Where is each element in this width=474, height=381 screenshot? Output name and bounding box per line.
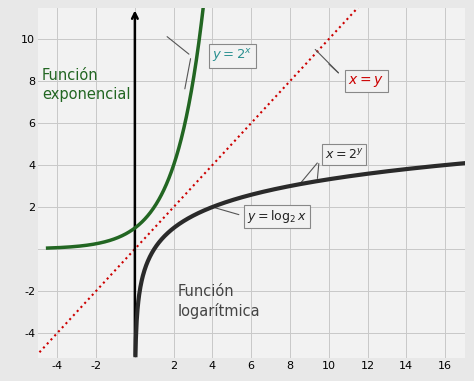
Text: Función
exponencial: Función exponencial	[42, 69, 130, 102]
Text: $x = 2^{y}$: $x = 2^{y}$	[325, 147, 364, 162]
Text: Función
logarítmica: Función logarítmica	[178, 284, 260, 319]
Text: $y = 2^{x}$: $y = 2^{x}$	[212, 47, 253, 64]
Text: $y = \log_{2} x$: $y = \log_{2} x$	[247, 208, 307, 225]
Text: $x = y$: $x = y$	[348, 74, 384, 88]
